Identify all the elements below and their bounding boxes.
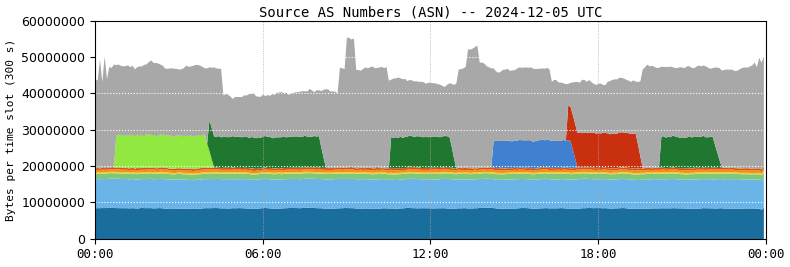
- Y-axis label: Bytes per time slot (300 s): Bytes per time slot (300 s): [6, 39, 16, 221]
- Title: Source AS Numbers (ASN) -- 2024-12-05 UTC: Source AS Numbers (ASN) -- 2024-12-05 UT…: [258, 6, 602, 19]
